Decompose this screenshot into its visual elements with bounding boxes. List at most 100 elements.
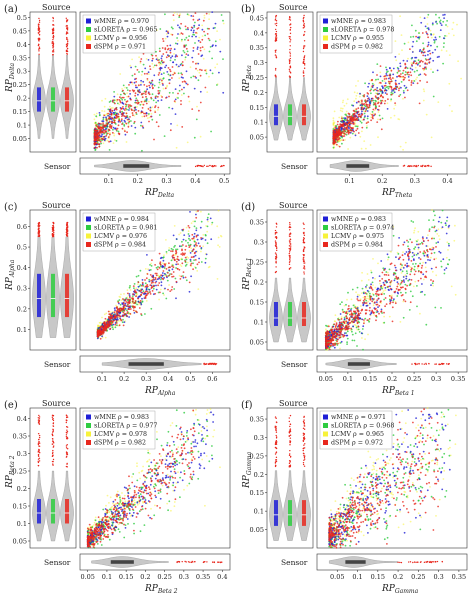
- scatter-point-dspm: [198, 109, 200, 112]
- scatter-point-wmne: [130, 66, 133, 69]
- scatter-point-lcmv: [208, 265, 211, 268]
- scatter-point-dspm: [199, 245, 201, 248]
- scatter-point-sloreta: [425, 323, 428, 326]
- source-outlier: [289, 48, 291, 51]
- scatter-point-sloreta: [403, 42, 406, 45]
- scatter-point-dspm: [141, 281, 144, 284]
- source-outlier: [275, 266, 277, 268]
- source-outlier: [275, 67, 277, 70]
- scatter-point-sloreta: [158, 81, 161, 84]
- source-outlier: [275, 243, 277, 246]
- scatter-point-sloreta: [174, 277, 177, 280]
- scatter-point-sloreta: [166, 279, 169, 282]
- scatter-point-wmne: [148, 269, 151, 272]
- scatter-point-dspm: [152, 86, 154, 89]
- scatter-point-lcmv: [165, 33, 168, 35]
- scatter-point-lcmv: [173, 225, 176, 227]
- scatter-point-wmne: [437, 220, 440, 223]
- sensor-outlier: [410, 165, 412, 167]
- source-outlier: [303, 255, 305, 257]
- source-outlier: [289, 223, 291, 226]
- scatter-point-lcmv: [400, 266, 403, 269]
- scatter-point-lcmv: [198, 36, 201, 39]
- scatter-point-sloreta: [439, 19, 442, 22]
- sensor-frame: [316, 157, 468, 175]
- scatter-point-wmne: [397, 292, 399, 295]
- scatter-point-dspm: [199, 101, 202, 104]
- scatter-point-wmne: [185, 70, 188, 73]
- scatter-point-lcmv: [190, 222, 193, 225]
- scatter-point-sloreta: [418, 37, 421, 40]
- scatter-point-dspm: [165, 51, 168, 54]
- scatter-point-sloreta: [414, 29, 417, 32]
- scatter-point-dspm: [140, 93, 143, 96]
- scatter-point-wmne: [189, 258, 192, 261]
- scatter-point-dspm: [102, 124, 104, 127]
- scatter-point-dspm: [370, 119, 372, 122]
- scatter-point-dspm: [362, 118, 365, 121]
- scatter-point-dspm: [152, 281, 154, 284]
- sensor-outlier: [416, 165, 418, 168]
- scatter-point-lcmv: [217, 209, 220, 212]
- scatter-point-sloreta: [369, 292, 371, 295]
- x-tick-label: 0.3: [161, 177, 171, 185]
- y-tick-label: 0.45: [250, 14, 264, 22]
- scatter-point-dspm: [127, 104, 130, 106]
- scatter-point-dspm: [169, 290, 172, 292]
- scatter-point-dspm: [334, 126, 337, 129]
- source-outlier: [304, 268, 306, 270]
- scatter-point-lcmv: [399, 145, 402, 148]
- scatter-point-sloreta: [351, 333, 354, 336]
- scatter-point-dspm: [380, 128, 383, 131]
- scatter-point-lcmv: [178, 77, 181, 80]
- scatter-point-dspm: [93, 135, 96, 138]
- scatter-point-wmne: [198, 18, 201, 21]
- scatter-point-dspm: [122, 324, 125, 327]
- scatter-point-wmne: [376, 87, 379, 89]
- source-outlier: [275, 247, 278, 250]
- scatter-point-sloreta: [186, 50, 189, 53]
- scatter-point-wmne: [162, 259, 165, 262]
- scatter-point-dspm: [151, 85, 154, 87]
- scatter-point-dspm: [115, 322, 118, 324]
- scatter-point-lcmv: [210, 223, 213, 226]
- scatter-point-wmne: [112, 126, 115, 129]
- scatter-point-lcmv: [187, 257, 190, 259]
- scatter-point-sloreta: [211, 72, 214, 75]
- scatter-point-dspm: [112, 99, 115, 101]
- scatter-point-sloreta: [417, 62, 420, 65]
- scatter-point-lcmv: [366, 273, 369, 275]
- scatter-point-lcmv: [425, 113, 428, 116]
- scatter-point-dspm: [165, 268, 168, 270]
- scatter-point-wmne: [411, 68, 414, 71]
- legend-entry: dSPM ρ = 0.982: [331, 44, 383, 51]
- scatter-point-lcmv: [414, 227, 416, 230]
- scatter-point-sloreta: [133, 122, 136, 125]
- scatter-point-wmne: [397, 68, 400, 70]
- scatter-point-sloreta: [356, 125, 359, 128]
- source-outlier: [67, 40, 69, 43]
- source-outlier: [274, 69, 277, 71]
- scatter-point-dspm: [121, 115, 123, 117]
- scatter-point-dspm: [179, 278, 182, 280]
- source-outlier: [289, 238, 292, 241]
- scatter-point-sloreta: [94, 149, 97, 152]
- scatter-point-dspm: [173, 72, 176, 75]
- scatter-point-wmne: [394, 56, 397, 58]
- scatter-point-dspm: [171, 275, 174, 278]
- scatter-point-lcmv: [125, 141, 128, 143]
- source-outlier: [288, 252, 291, 255]
- scatter-point-wmne: [210, 238, 213, 241]
- scatter-point-sloreta: [144, 313, 146, 315]
- scatter-point-wmne: [191, 35, 194, 38]
- scatter-point-dspm: [116, 309, 119, 312]
- scatter-point-dspm: [133, 73, 136, 75]
- scatter-point-dspm: [105, 134, 108, 137]
- scatter-point-dspm: [338, 133, 340, 136]
- source-box-wmne: [37, 273, 41, 318]
- scatter-point-dspm: [360, 108, 363, 111]
- source-outlier: [38, 21, 41, 23]
- scatter-point-sloreta: [124, 98, 126, 101]
- scatter-point-dspm: [174, 259, 176, 262]
- scatter-point-dspm: [149, 68, 152, 70]
